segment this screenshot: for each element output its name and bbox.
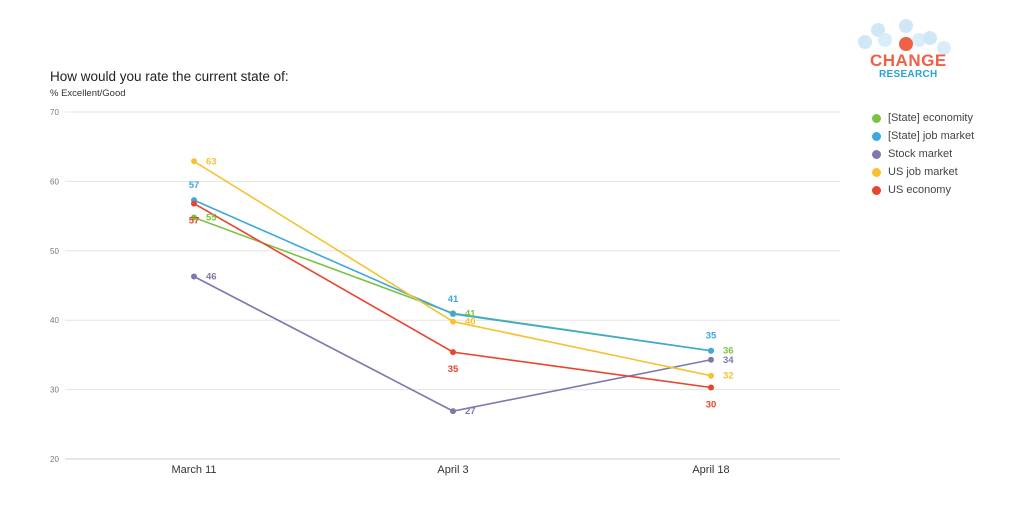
x-tick-label: April 3 (437, 464, 468, 476)
data-label: 35 (706, 331, 717, 342)
data-label: 55 (206, 212, 217, 223)
data-label: 30 (706, 400, 717, 411)
logo-text-change: CHANGE (870, 51, 947, 70)
data-label: 27 (465, 406, 476, 417)
change-research-logo: CHANGE RESEARCH (856, 16, 956, 82)
data-point (708, 356, 714, 363)
data-label: 41 (448, 294, 459, 305)
y-tick-label: 20 (50, 455, 59, 464)
data-label: 34 (723, 355, 734, 366)
x-tick-label: March 11 (171, 464, 216, 476)
legend-marker (872, 149, 881, 159)
data-label: 40 (465, 317, 476, 328)
chart-subtitle: % Excellent/Good (50, 88, 126, 99)
data-label: 41 (465, 308, 476, 319)
data-point (450, 318, 456, 325)
legend: [State] economity [State] job market Stock… (872, 109, 974, 199)
legend-marker (872, 131, 881, 141)
grid (65, 111, 840, 460)
series-line (193, 216, 712, 352)
data-label: 36 (723, 346, 734, 357)
series-line (193, 199, 712, 352)
data-label: 63 (206, 156, 217, 167)
x-tick-label: April 18 (692, 464, 729, 476)
legend-item: US job market (872, 163, 974, 181)
logo-text-research: RESEARCH (879, 69, 938, 80)
y-tick-label: 60 (50, 177, 59, 186)
data-label: 35 (448, 364, 459, 375)
data-point (191, 158, 197, 165)
series-points (191, 158, 714, 415)
y-tick-label: 30 (50, 386, 59, 395)
legend-item: [State] economity (872, 109, 974, 127)
data-point (450, 349, 456, 356)
chart-title: How would you rate the current state of: (50, 69, 289, 84)
logo-bubbles-icon (858, 19, 951, 55)
data-labels: 55 41 36 57 41 35 46 27 34 63 40 32 57 35 30 (189, 156, 735, 417)
data-label: 32 (723, 371, 734, 382)
data-point (708, 347, 714, 354)
legend-label: [State] job market (888, 130, 975, 142)
data-point (708, 372, 714, 379)
legend-marker (872, 167, 881, 177)
legend-item: Stock market (872, 145, 974, 163)
x-axis-ticks: March 11 April 3 April 18 (171, 464, 729, 476)
legend-label: US economy (888, 184, 951, 196)
legend-item: US economy (872, 181, 974, 199)
data-label: 57 (189, 216, 200, 227)
data-label: 57 (189, 180, 200, 191)
legend-label: US job market (888, 166, 958, 178)
legend-marker (872, 185, 881, 195)
legend-item: [State] job market (872, 127, 974, 145)
series-line (193, 160, 712, 377)
legend-label: Stock market (888, 148, 953, 160)
legend-label: [State] economity (888, 112, 973, 124)
data-point (450, 310, 456, 317)
data-point (450, 408, 456, 415)
data-point (191, 200, 197, 207)
data-point (191, 214, 197, 221)
y-tick-label: 70 (50, 108, 59, 117)
y-tick-label: 40 (50, 316, 59, 325)
legend-marker (872, 113, 881, 123)
data-label: 46 (206, 271, 217, 282)
y-tick-label: 50 (50, 247, 59, 256)
data-point (708, 384, 714, 391)
data-point (191, 273, 197, 280)
y-axis-ticks: 20 30 40 50 60 70 (50, 108, 59, 464)
